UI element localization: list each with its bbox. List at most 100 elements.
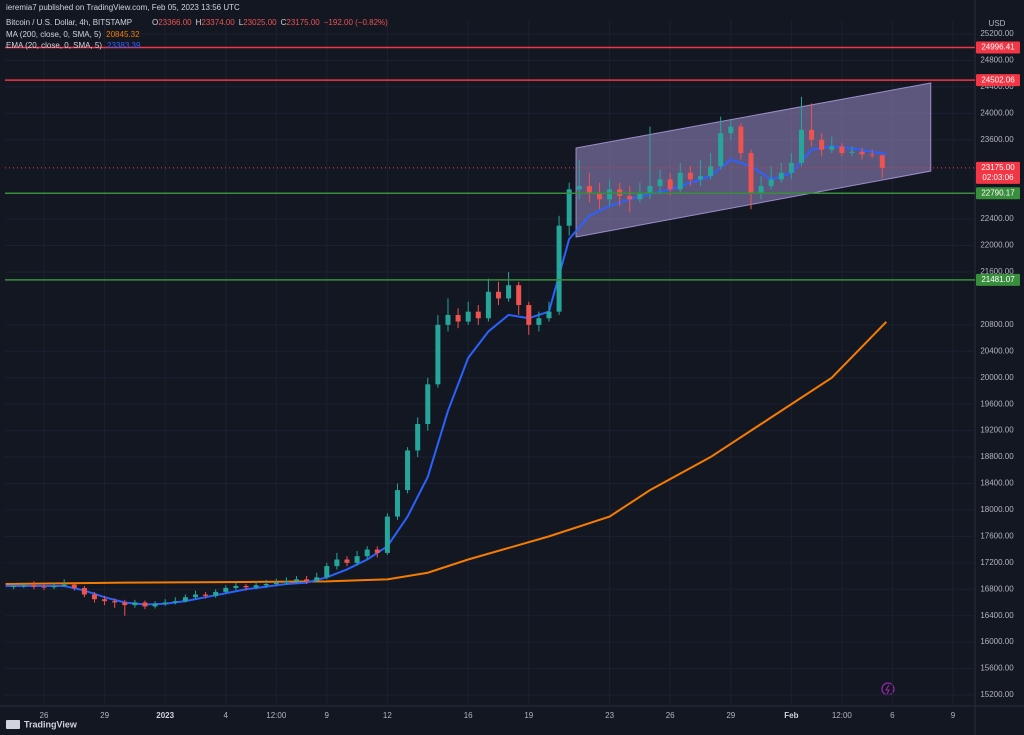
y-tick-label: 18000.00 <box>980 505 1014 514</box>
candle-body <box>829 146 835 150</box>
candle-body <box>364 549 370 557</box>
quote-value: 23366.00 <box>158 18 192 27</box>
candle-body <box>697 176 703 180</box>
level-label: 21481.07 <box>981 275 1015 284</box>
y-tick-label: 22000.00 <box>980 241 1014 250</box>
candle-body <box>223 587 229 592</box>
y-tick-label: 16400.00 <box>980 611 1014 620</box>
candle-body <box>677 172 683 190</box>
candle-body <box>425 384 431 425</box>
x-tick-label: 2023 <box>156 711 174 720</box>
candle-body <box>213 591 219 596</box>
candle-body <box>142 602 148 607</box>
candle-body <box>152 603 158 607</box>
symbol-title: Bitcoin / U.S. Dollar, 4h, BITSTAMP <box>6 18 132 27</box>
candle-body <box>405 450 411 491</box>
currency: USD <box>989 19 1006 28</box>
candle-body <box>132 602 138 606</box>
candle-body <box>172 601 178 603</box>
candle-body <box>758 186 764 193</box>
candle-body <box>31 585 37 587</box>
candle-body <box>556 225 562 312</box>
candle-body <box>788 162 794 173</box>
logo-mark <box>6 720 20 729</box>
y-tick-label: 19200.00 <box>980 426 1014 435</box>
x-tick-label: 29 <box>100 711 109 720</box>
y-tick-label: 16000.00 <box>980 637 1014 646</box>
candle-body <box>243 585 249 588</box>
candle-body <box>667 179 673 190</box>
x-tick-label: 29 <box>726 711 735 720</box>
quote-key: H <box>196 18 202 27</box>
y-tick-label: 17600.00 <box>980 531 1014 540</box>
candle-body <box>475 311 481 319</box>
quote-key: L <box>239 18 244 27</box>
level-label: 24996.41 <box>981 43 1015 52</box>
candle-body <box>839 146 845 153</box>
quote-key: O <box>152 18 158 27</box>
y-tick-label: 19600.00 <box>980 399 1014 408</box>
quote-value: 23025.00 <box>243 18 277 27</box>
candle-body <box>687 172 693 180</box>
candle-body <box>263 583 269 586</box>
candle-body <box>708 166 714 177</box>
candle-body <box>293 579 299 582</box>
y-tick-label: 24000.00 <box>980 108 1014 117</box>
plot <box>5 82 932 616</box>
y-tick-label: 24800.00 <box>980 56 1014 65</box>
candle-body <box>182 597 188 602</box>
candle-body <box>778 172 784 180</box>
x-tick-label: 19 <box>524 711 533 720</box>
candle-body <box>607 189 613 200</box>
x-tick-label: 9 <box>325 711 330 720</box>
quote-value: 23175.00 <box>286 18 320 27</box>
candle-body <box>718 133 724 167</box>
candle-body <box>879 155 885 168</box>
x-tick-label: Feb <box>784 711 798 720</box>
level-label: 24502.06 <box>981 75 1015 84</box>
axes: 25200.00 24800.00 24400.00 24000.00 23600.00… <box>6 18 1020 720</box>
quote-key: C <box>281 18 287 27</box>
candle-body <box>233 585 239 588</box>
last-price-label: 23175.00 <box>981 163 1015 172</box>
y-tick-label: 20800.00 <box>980 320 1014 329</box>
header: ieremia7 published on TradingView.com, F… <box>6 3 240 12</box>
candle-body <box>728 126 734 134</box>
candle-body <box>304 579 310 581</box>
y-tick-label: 25200.00 <box>980 29 1014 38</box>
candle-body <box>566 189 572 226</box>
x-tick-label: 9 <box>951 711 956 720</box>
candle-body <box>586 186 592 193</box>
candle-body <box>738 126 744 153</box>
candle-body <box>596 192 602 200</box>
x-tick-label: 4 <box>224 711 229 720</box>
y-tick-label: 22400.00 <box>980 214 1014 223</box>
y-tick-label: 17200.00 <box>980 558 1014 567</box>
candle-body <box>81 587 87 595</box>
y-tick-label: 15600.00 <box>980 664 1014 673</box>
overlays <box>5 46 975 281</box>
level-label: 22790.17 <box>981 188 1015 197</box>
y-tick-label: 23600.00 <box>980 135 1014 144</box>
candle-body <box>627 195 633 200</box>
candle-body <box>71 584 77 588</box>
candle-body <box>445 314 451 325</box>
candle-body <box>162 602 168 604</box>
candle-body <box>657 179 663 187</box>
indicator-value: 23383.39 <box>107 41 141 50</box>
indicator-legend: EMA (20, close, 0, SMA, 5) 23383.39 <box>6 41 141 50</box>
y-tick-label: 18800.00 <box>980 452 1014 461</box>
level-tag <box>976 74 1020 87</box>
candle-body <box>869 154 875 156</box>
last-price-tag <box>976 161 1020 184</box>
candle-body <box>859 151 865 155</box>
candle-body <box>112 601 118 603</box>
candle-body <box>41 586 47 588</box>
y-tick-label: 20400.00 <box>980 346 1014 355</box>
candle-body <box>748 152 754 193</box>
candle-body <box>122 602 128 606</box>
candle-body <box>506 285 512 299</box>
candle-body <box>647 186 653 193</box>
